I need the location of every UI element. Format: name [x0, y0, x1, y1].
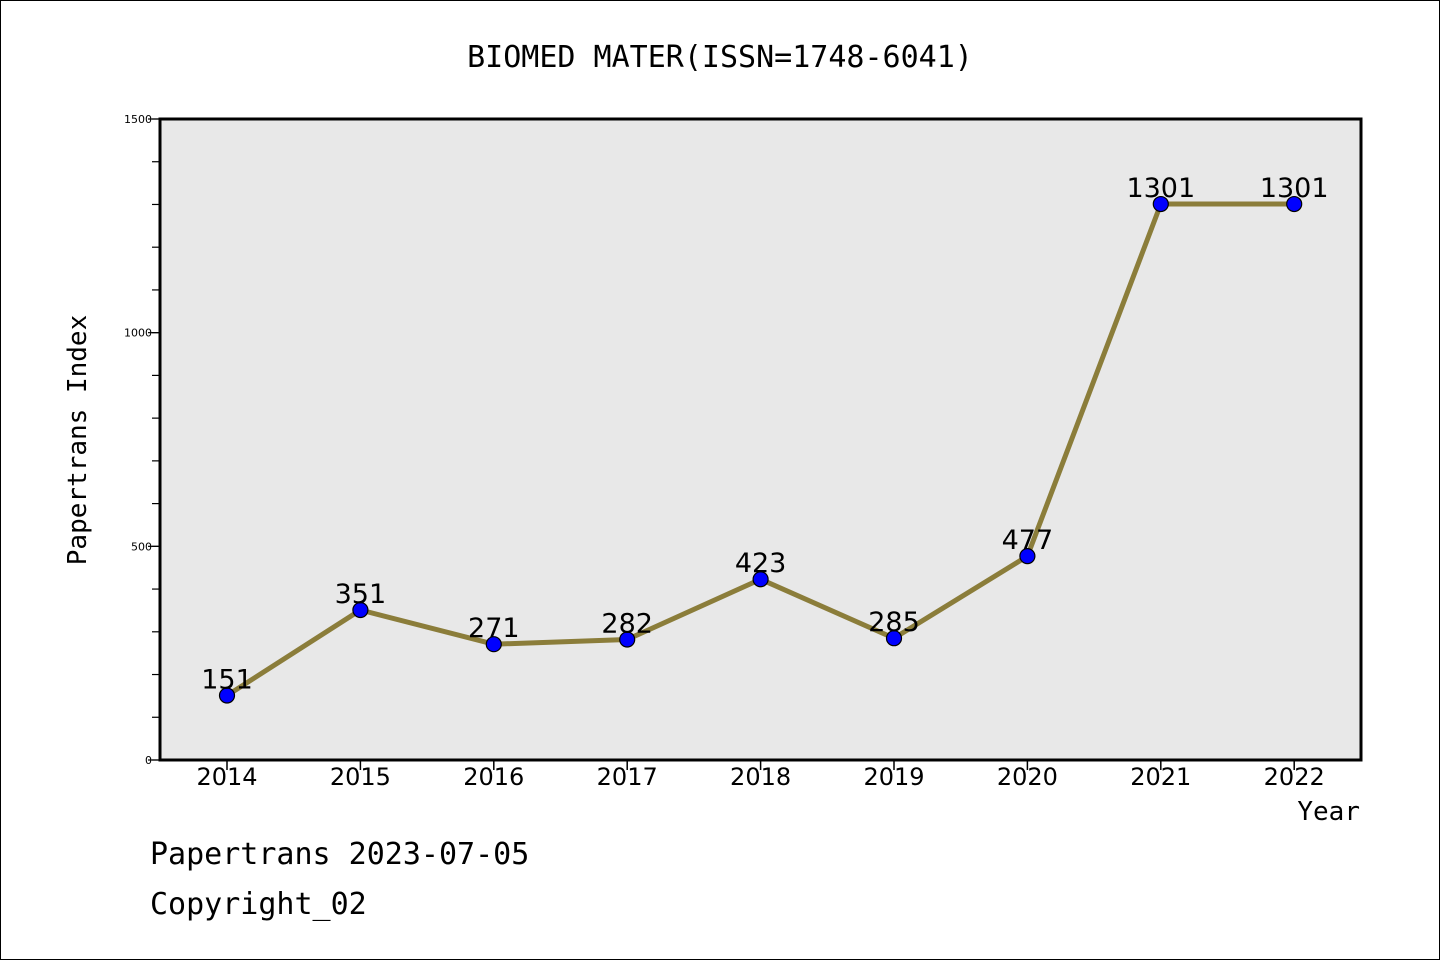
- y-tick-label: 500: [131, 540, 152, 553]
- plot-area: [158, 117, 1363, 762]
- x-axis-label: Year: [1297, 797, 1360, 827]
- data-point: [1286, 195, 1303, 213]
- x-tick-label: 2021: [1130, 763, 1191, 791]
- data-labels: 151 351 271 282 423 285 477 1301 1301: [201, 173, 1328, 695]
- footer-copyright: Copyright_02: [150, 887, 367, 922]
- data-label: 1301: [1126, 173, 1195, 204]
- chart-title: BIOMED MATER(ISSN=1748-6041): [467, 40, 973, 75]
- footer-date: Papertrans 2023-07-05: [150, 837, 529, 872]
- data-point: [352, 601, 369, 619]
- x-tick-label: 2016: [463, 763, 524, 791]
- data-point: [218, 687, 236, 704]
- data-label: 477: [1002, 525, 1054, 556]
- data-label: 1301: [1260, 173, 1329, 204]
- y-tick-label: 0: [145, 754, 152, 767]
- x-tick-label: 2019: [863, 763, 924, 791]
- y-axis: 0 500 1000 1500: [124, 113, 160, 767]
- x-tick-label: 2018: [730, 763, 791, 791]
- x-tick-label: 2022: [1264, 763, 1325, 791]
- y-tick-label: 1500: [124, 113, 152, 126]
- x-tick-label: 2015: [330, 763, 391, 791]
- data-point: [619, 631, 636, 648]
- data-label: 285: [868, 607, 920, 638]
- data-markers: [218, 195, 1303, 704]
- y-tick-label: 1000: [124, 327, 152, 340]
- data-label: 282: [601, 608, 653, 639]
- data-point: [485, 636, 502, 653]
- data-point: [1152, 195, 1169, 213]
- data-label: 351: [335, 579, 387, 610]
- x-tick-label: 2014: [196, 763, 257, 791]
- x-axis: 2014 2015 2016 2017 2018 2019 2020 2021 2022: [196, 760, 1325, 791]
- data-label: 151: [201, 664, 253, 695]
- x-tick-label: 2020: [997, 763, 1058, 791]
- x-tick-label: 2017: [597, 763, 658, 791]
- data-point: [752, 571, 769, 588]
- data-point: [1019, 548, 1036, 565]
- data-point: [885, 630, 903, 647]
- y-axis-label: Papertrans Index: [63, 315, 93, 565]
- data-label: 271: [468, 613, 520, 644]
- data-label: 423: [735, 548, 787, 579]
